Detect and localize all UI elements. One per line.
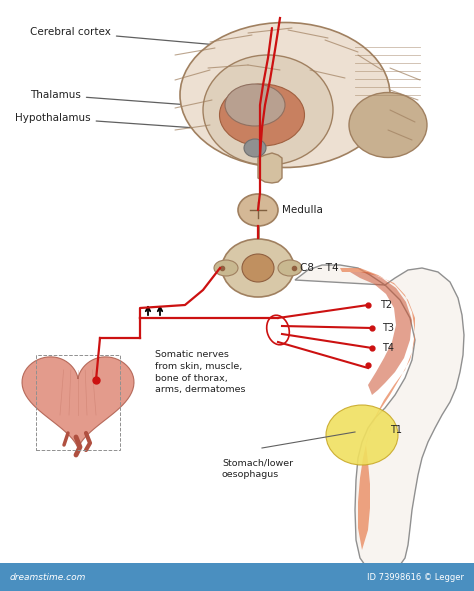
- Polygon shape: [350, 272, 412, 395]
- Bar: [36, 355, 120, 450]
- Bar: [0, 563, 474, 591]
- Ellipse shape: [180, 22, 390, 167]
- Text: T4: T4: [382, 343, 394, 353]
- Polygon shape: [340, 268, 415, 550]
- Text: C8 – T4: C8 – T4: [300, 263, 338, 273]
- Ellipse shape: [278, 260, 302, 276]
- Ellipse shape: [222, 239, 294, 297]
- Text: Thalamus: Thalamus: [30, 90, 227, 108]
- Ellipse shape: [349, 93, 427, 157]
- Ellipse shape: [219, 84, 304, 146]
- Polygon shape: [22, 357, 134, 449]
- Ellipse shape: [238, 194, 278, 226]
- Text: Stomach/lower
oesophagus: Stomach/lower oesophagus: [222, 458, 293, 479]
- Ellipse shape: [244, 139, 266, 157]
- Text: ID 73998616 © Legger: ID 73998616 © Legger: [367, 573, 464, 582]
- Text: T3: T3: [382, 323, 394, 333]
- Ellipse shape: [326, 405, 398, 465]
- Ellipse shape: [214, 260, 238, 276]
- Text: Hypothalamus: Hypothalamus: [15, 113, 222, 130]
- Polygon shape: [295, 265, 464, 590]
- Polygon shape: [258, 153, 282, 183]
- Text: Somatic nerves
from skin, muscle,
bone of thorax,
arms, dermatomes: Somatic nerves from skin, muscle, bone o…: [155, 350, 246, 394]
- Text: Medulla: Medulla: [282, 205, 323, 215]
- Ellipse shape: [225, 84, 285, 126]
- Text: Cerebral cortex: Cerebral cortex: [30, 27, 215, 45]
- Text: T1: T1: [390, 425, 402, 435]
- Text: dreamstime.com: dreamstime.com: [10, 573, 86, 582]
- Ellipse shape: [242, 254, 274, 282]
- Ellipse shape: [203, 55, 333, 165]
- Text: T2: T2: [380, 300, 392, 310]
